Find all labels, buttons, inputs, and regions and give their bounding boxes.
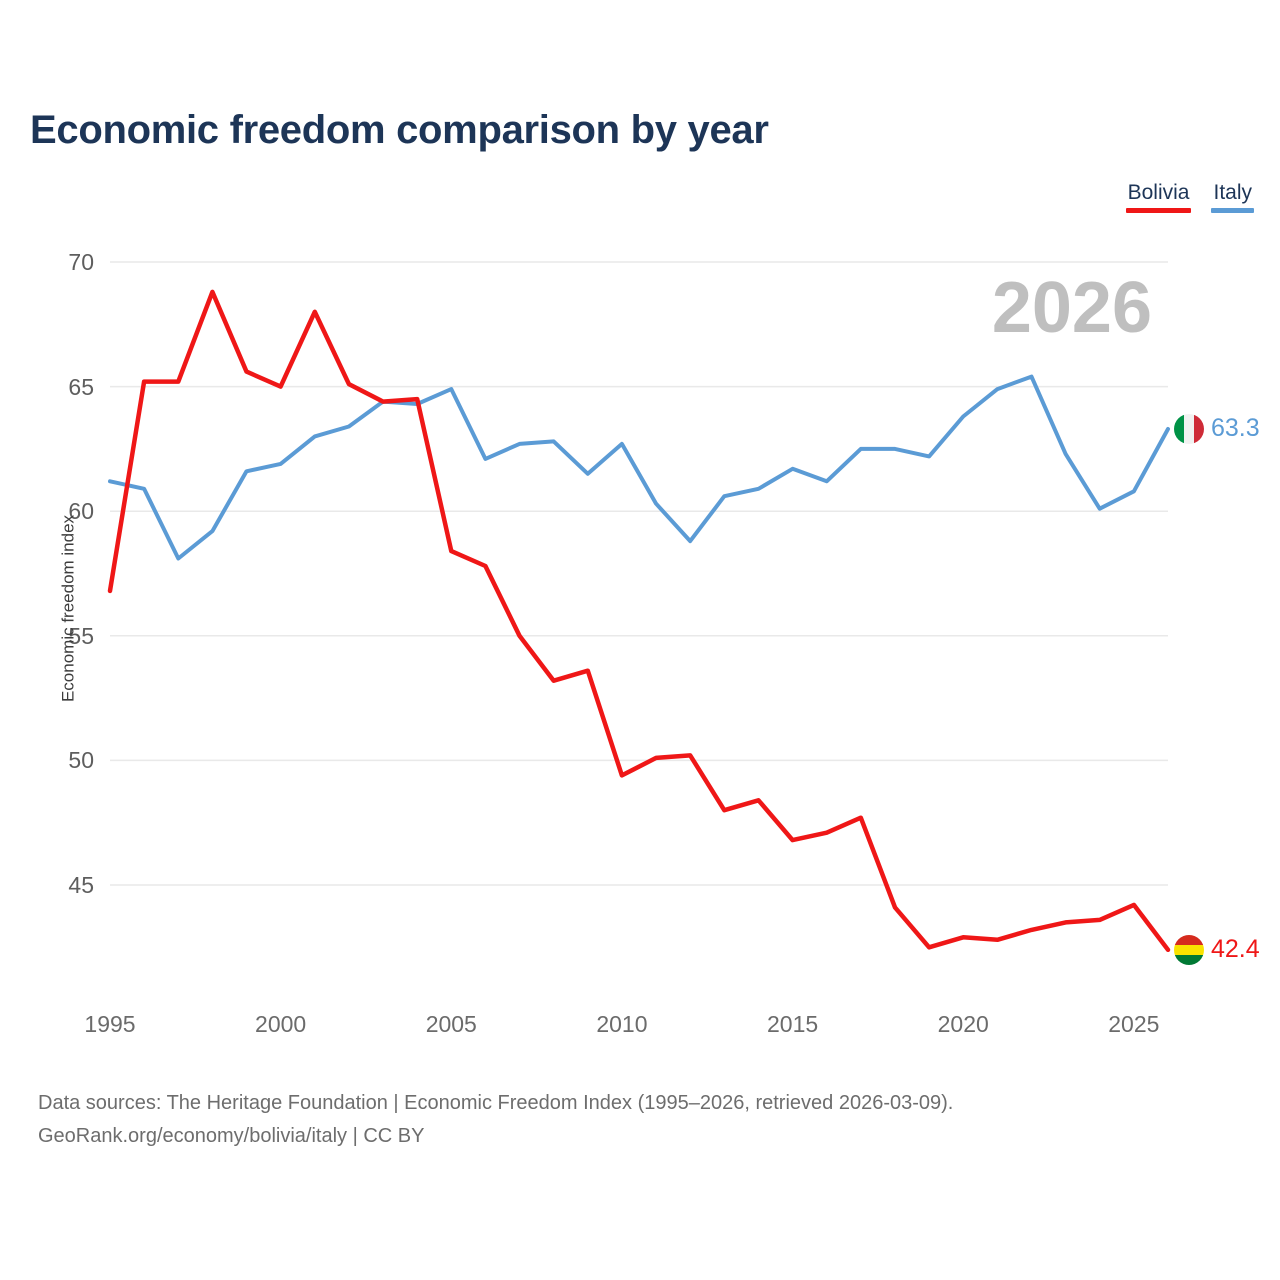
x-tick-label: 2010 (596, 1011, 648, 1037)
x-tick-label: 2020 (937, 1011, 989, 1037)
x-tick-label: 2005 (425, 1011, 477, 1037)
y-tick-label: 65 (68, 373, 94, 400)
italy-endpoint-value: 63.3 (1211, 414, 1260, 443)
italy-flag-icon (1174, 413, 1204, 444)
y-tick-label: 50 (68, 747, 94, 774)
x-tick-label: 2000 (255, 1011, 307, 1037)
footer-data-sources: Data sources: The Heritage Foundation | … (38, 1092, 954, 1114)
x-tick-label: 1995 (84, 1011, 136, 1037)
y-tick-label: 55 (68, 622, 94, 649)
y-tick-label: 45 (68, 872, 94, 898)
legend-label-italy: Italy (1213, 181, 1252, 204)
gridlines (110, 261, 1168, 886)
year-watermark: 2026 (991, 268, 1152, 348)
x-tick-label: 2015 (766, 1011, 819, 1037)
italy-endpoint: 63.3 (1174, 413, 1260, 444)
legend: Bolivia Italy (1125, 181, 1254, 213)
footer-attribution: GeoRank.org/economy/bolivia/italy | CC B… (38, 1125, 425, 1147)
legend-item-bolivia[interactable]: Bolivia (1125, 181, 1192, 213)
footer: Data sources: The Heritage Foundation | … (38, 1087, 953, 1153)
page-title: Economic freedom comparison by year (30, 108, 769, 152)
y-axis-title: Economic freedom index (58, 514, 78, 703)
series-line-italy (108, 374, 1170, 561)
series-line-bolivia (107, 289, 1171, 953)
x-tick-label: 2025 (1108, 1011, 1160, 1037)
bolivia-endpoint: 42.4 (1174, 934, 1260, 965)
legend-item-italy[interactable]: Italy (1211, 182, 1254, 213)
bolivia-endpoint-value: 42.4 (1211, 935, 1260, 964)
legend-label-bolivia: Bolivia (1127, 181, 1190, 204)
y-tick-label: 60 (68, 498, 94, 525)
bolivia-flag-icon (1174, 934, 1204, 965)
y-tick-label: 70 (68, 249, 94, 275)
legend-swatch-bolivia (1125, 208, 1192, 213)
legend-swatch-italy (1211, 208, 1254, 213)
